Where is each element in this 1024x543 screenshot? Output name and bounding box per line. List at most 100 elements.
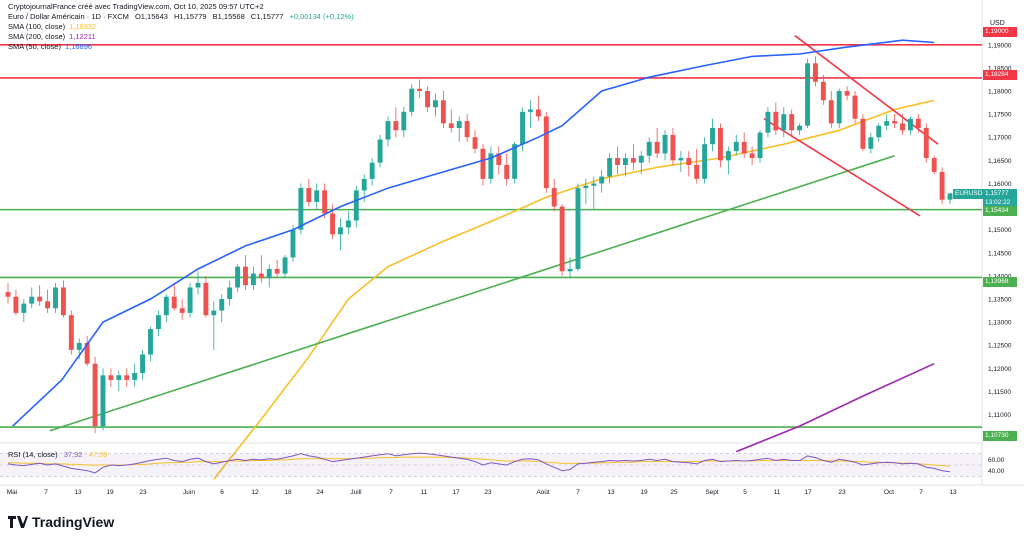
candle-body xyxy=(100,375,106,427)
rsi-label: RSI (14, close) xyxy=(8,450,58,459)
sma50-legend[interactable]: SMA (50, close) 1,16896 xyxy=(8,42,96,51)
y-tick-label: 1,14000 xyxy=(988,273,1012,280)
candle-body xyxy=(805,63,810,126)
ohlc-close: C1,15777 xyxy=(250,12,284,21)
candle-body xyxy=(694,164,700,179)
candle-body xyxy=(923,128,929,159)
attribution-text: CryptojournalFrance créé avec TradingVie… xyxy=(8,2,264,11)
candle-body xyxy=(749,153,755,159)
candle-body xyxy=(622,158,628,165)
x-tick-label: 13 xyxy=(607,489,615,496)
candle-body xyxy=(440,100,446,124)
candle-body xyxy=(338,227,343,235)
candle-body xyxy=(306,188,312,202)
candle-body xyxy=(844,91,850,96)
candle-body xyxy=(472,137,478,149)
rsi-line xyxy=(7,452,951,474)
candle-body xyxy=(21,303,27,313)
sma100-legend[interactable]: SMA (100, close) 1,16332 xyxy=(8,22,100,31)
ohlc-low: B1,15568 xyxy=(212,12,245,21)
x-tick-label: 19 xyxy=(640,489,648,496)
price-tag-support-2: 1,13968 xyxy=(983,277,1017,287)
candle-body xyxy=(876,125,882,138)
candle-body xyxy=(211,310,217,316)
candle-body xyxy=(765,111,771,133)
candle-body xyxy=(401,111,407,131)
candle-body xyxy=(915,118,921,128)
brand-name: TradingView xyxy=(32,514,115,530)
candle-body xyxy=(559,206,565,272)
sma100-label: SMA (100, close) xyxy=(8,22,66,31)
sma50-label: SMA (50, close) xyxy=(8,42,61,51)
candle-body xyxy=(203,282,209,316)
x-tick-label: 19 xyxy=(106,489,114,496)
sma200-legend[interactable]: SMA (200, close) 1,12211 xyxy=(8,32,100,41)
y-tick-label: 1,16000 xyxy=(988,181,1012,188)
candle-body xyxy=(646,141,652,156)
candle-body xyxy=(852,95,858,119)
candle-body xyxy=(195,282,201,288)
candle-body xyxy=(781,114,787,131)
x-tick-label: 13 xyxy=(949,489,957,496)
candle-body xyxy=(148,329,153,355)
candle-body xyxy=(512,144,518,179)
candle-body xyxy=(171,296,177,309)
x-tick-label: 6 xyxy=(220,489,224,496)
tradingview-logo[interactable]: TradingView xyxy=(8,514,114,530)
candle-body xyxy=(860,118,866,149)
symbol-name[interactable]: Euro / Dollar Américain · 1D · FXCM xyxy=(8,12,129,21)
current-price-tag: 1,15777 xyxy=(983,189,1017,199)
candle-body xyxy=(92,363,98,427)
rsi-legend[interactable]: RSI (14, close) 37,92 47,59 xyxy=(8,450,111,459)
rsi-band xyxy=(0,453,982,477)
candle-body xyxy=(504,164,510,179)
candle-body xyxy=(939,171,945,200)
candle-body xyxy=(330,213,336,235)
candle-body xyxy=(76,342,82,350)
y-tick-label: 1,19000 xyxy=(988,42,1012,49)
candles-group xyxy=(5,56,953,434)
candle-body xyxy=(116,375,122,380)
ohlc-change: +0,00134 (+0,12%) xyxy=(289,12,354,21)
y-tick-label: 1,16500 xyxy=(988,158,1012,165)
rsi-tick-label: 60,00 xyxy=(988,457,1005,464)
y-tick-label: 1,18500 xyxy=(988,65,1012,72)
x-tick-label: 11 xyxy=(774,489,781,496)
candle-body xyxy=(353,190,359,221)
candle-body xyxy=(686,158,692,165)
candle-body xyxy=(907,118,913,131)
candle-body xyxy=(266,268,272,279)
y-tick-label: 1,11000 xyxy=(988,412,1011,419)
candle-body xyxy=(654,141,660,154)
candle-body xyxy=(868,137,874,149)
candle-body xyxy=(567,268,573,272)
channel-bottom xyxy=(763,118,921,217)
candle-body xyxy=(773,111,779,131)
candle-body xyxy=(527,109,533,112)
candle-body xyxy=(638,155,644,163)
candle-body xyxy=(243,266,248,286)
candle-body xyxy=(828,100,834,124)
x-tick-label: Juin xyxy=(183,489,195,496)
x-tick-label: Août xyxy=(536,489,550,496)
y-tick-label: 1,12000 xyxy=(988,366,1012,373)
candle-body xyxy=(250,273,256,286)
price-tag-resistance-1: 1,19000 xyxy=(983,27,1017,37)
y-tick-label: 1,15000 xyxy=(988,227,1012,234)
candle-body xyxy=(53,287,58,309)
candle-body xyxy=(13,296,19,313)
sma200-label: SMA (200, close) xyxy=(8,32,66,41)
sma200-line xyxy=(736,362,935,453)
candle-body xyxy=(282,257,288,274)
x-tick-label: 11 xyxy=(421,489,428,496)
x-tick-label: 23 xyxy=(139,489,147,496)
candle-body xyxy=(591,183,597,186)
sma100-value: 1,16332 xyxy=(69,22,97,31)
candle-body xyxy=(575,188,581,269)
candle-body xyxy=(187,287,193,313)
candle-body xyxy=(290,229,296,258)
currency-label: USD xyxy=(990,20,1005,27)
y-tick-label: 1,14500 xyxy=(988,250,1012,257)
candle-body xyxy=(155,315,161,330)
